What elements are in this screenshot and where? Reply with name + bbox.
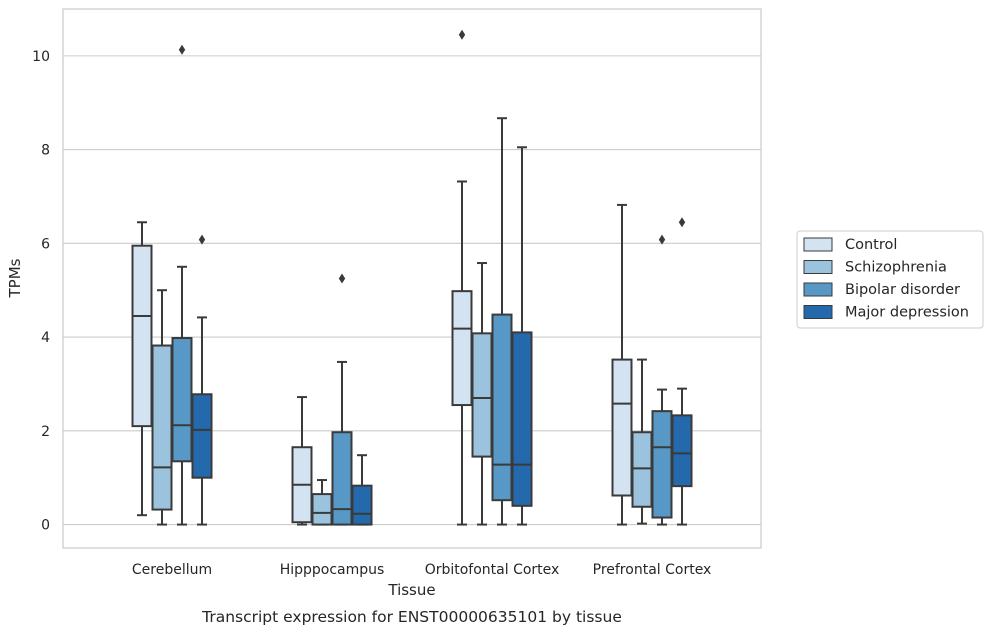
- box-iqr: [631, 431, 653, 508]
- y-tick-label: 8: [41, 143, 50, 159]
- legend-label: Schizophrenia: [845, 260, 947, 276]
- box-1-3: [351, 454, 373, 526]
- y-tick-label: 4: [41, 330, 50, 346]
- y-axis-ticks: 0 2 4 6 8 10: [32, 49, 50, 534]
- box-iqr: [131, 244, 153, 428]
- box-1-0: [291, 396, 313, 526]
- outlier-marker: [178, 44, 186, 55]
- outlier-marker: [658, 234, 666, 245]
- box-0-3: [191, 234, 213, 526]
- box-iqr: [351, 484, 373, 526]
- box-3-2: [651, 234, 673, 526]
- legend-swatch: [803, 305, 833, 319]
- legend-label: Major depression: [845, 305, 969, 321]
- x-tick-label: Prefrontal Cortex: [593, 562, 712, 578]
- box-0-2: [171, 44, 193, 526]
- box-2-1: [471, 262, 493, 526]
- x-axis-ticks: Cerebellum Hipppocampus Orbitofontal Corte…: [132, 562, 711, 578]
- plot-frame: [62, 8, 762, 549]
- box-iqr: [471, 332, 493, 458]
- box-3-3: [671, 217, 693, 526]
- box-2-2: [491, 117, 513, 526]
- box-iqr: [511, 331, 533, 507]
- box-iqr: [671, 414, 693, 488]
- box-0-0: [131, 221, 153, 517]
- outlier-marker: [678, 217, 686, 228]
- y-tick-label: 6: [41, 236, 50, 252]
- box-3-1: [631, 358, 653, 525]
- outlier-marker: [458, 29, 466, 40]
- box-2-3: [511, 146, 533, 526]
- box-1-1: [311, 479, 333, 526]
- outlier-marker: [338, 273, 346, 284]
- box-1-2: [331, 273, 353, 526]
- box-iqr: [611, 358, 633, 497]
- box-iqr: [191, 393, 213, 479]
- legend-label: Bipolar disorder: [845, 282, 960, 298]
- box-iqr: [491, 313, 513, 502]
- y-tick-label: 2: [41, 424, 50, 440]
- box-iqr: [151, 344, 173, 511]
- box-iqr: [331, 431, 353, 526]
- x-tick-label: Hipppocampus: [280, 562, 385, 578]
- x-tick-label: Cerebellum: [132, 562, 212, 578]
- box-2-0: [451, 29, 473, 526]
- y-tick-label: 0: [41, 518, 50, 534]
- outlier-marker: [198, 234, 206, 245]
- x-axis-label: Tissue: [387, 581, 435, 599]
- box-iqr: [311, 493, 333, 526]
- box-0-1: [151, 289, 173, 526]
- legend: Control Schizophrenia Bipolar disorder Majo…: [796, 230, 984, 329]
- y-tick-label: 10: [32, 49, 50, 65]
- legend-label: Control: [845, 237, 897, 253]
- legend-swatch: [803, 282, 833, 297]
- box-3-0: [611, 203, 633, 526]
- box-iqr: [651, 410, 673, 519]
- box-iqr: [451, 290, 473, 407]
- x-tick-label: Orbitofontal Cortex: [425, 562, 560, 578]
- chart-caption: Transcript expression for ENST0000063510…: [201, 608, 622, 626]
- legend-swatch: [803, 237, 833, 252]
- legend-frame: [796, 230, 984, 329]
- legend-swatch: [803, 260, 833, 274]
- y-axis-label: TPMs: [6, 258, 24, 298]
- box-iqr: [171, 337, 193, 463]
- box-plots: [131, 29, 693, 526]
